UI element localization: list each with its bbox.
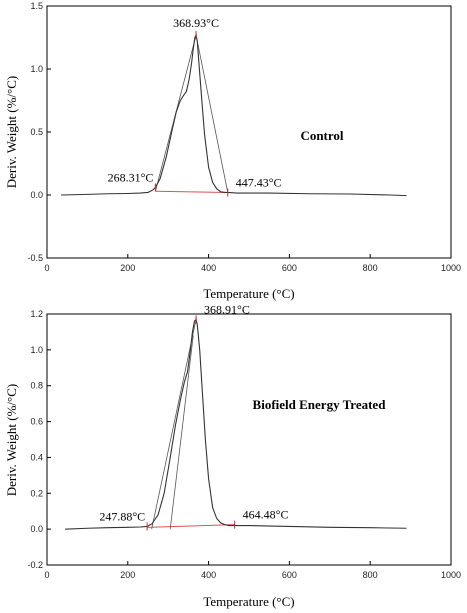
annotation-label: 247.88°C xyxy=(99,509,145,523)
tangent-line xyxy=(169,335,194,530)
y-tick-label: 0.4 xyxy=(30,452,43,462)
y-tick-label: 1.5 xyxy=(30,1,43,11)
x-tick-label: 200 xyxy=(120,263,135,273)
plot-frame xyxy=(46,313,452,566)
baseline-line xyxy=(155,190,228,193)
y-ticks: -0.5 0.0 0.5 1.0 1.5 xyxy=(27,1,51,263)
annotation-label: 368.91°C xyxy=(204,302,250,316)
x-axis-title: Temperature (°C) xyxy=(203,286,294,301)
y-ticks: -0.2 0.0 0.2 0.4 0.6 0.8 1.0 1.2 xyxy=(27,309,51,570)
x-tick-label: 800 xyxy=(363,570,378,580)
y-tick-label: 0.8 xyxy=(30,381,43,391)
x-tick-label: 1000 xyxy=(441,263,461,273)
panel-label: Biofield Energy Treated xyxy=(253,397,387,412)
x-tick-label: 0 xyxy=(44,263,49,273)
tangent-line xyxy=(151,317,197,530)
annotation-label: 447.43°C xyxy=(236,175,282,189)
baseline-line xyxy=(147,524,235,528)
y-tick-label: 1.0 xyxy=(30,345,43,355)
plot-frame xyxy=(46,5,452,259)
y-tick-label: 0.2 xyxy=(30,488,43,498)
y-tick-label: -0.2 xyxy=(27,560,43,570)
x-tick-label: 200 xyxy=(120,570,135,580)
dtg-series-line xyxy=(65,318,407,530)
panel-label: Control xyxy=(300,128,343,143)
x-tick-label: 400 xyxy=(201,570,216,580)
y-tick-label: 1.2 xyxy=(30,309,43,319)
tangent-line xyxy=(195,34,229,193)
plot-marks: 368.93°C 268.31°C 447.43°C xyxy=(61,16,407,197)
x-axis-title: Temperature (°C) xyxy=(203,594,294,609)
chart-panel-treated: 0 200 400 600 800 1000 -0.2 0.0 0.2 0.4 0.6 0.8 1.0… xyxy=(4,302,461,609)
chart-panel-control: 0 200 400 600 800 1000 -0.5 0.0 0.5 1.0 1.5 368.9… xyxy=(4,1,461,301)
y-tick-label: 0.6 xyxy=(30,417,43,427)
y-tick-label: -0.5 xyxy=(27,253,43,263)
y-tick-label: 0.5 xyxy=(30,127,43,137)
plot-marks: 368.91°C 247.88°C 464.48°C xyxy=(65,302,407,531)
x-tick-label: 1000 xyxy=(441,570,461,580)
x-tick-label: 0 xyxy=(44,570,49,580)
y-tick-label: 1.0 xyxy=(30,64,43,74)
y-axis-title: Deriv. Weight (%/°C) xyxy=(4,76,19,188)
annotation-label: 368.93°C xyxy=(173,16,219,30)
x-tick-label: 800 xyxy=(363,263,378,273)
x-ticks: 0 200 400 600 800 1000 xyxy=(44,254,461,273)
x-tick-label: 400 xyxy=(201,263,216,273)
dtg-series-line xyxy=(61,33,407,197)
y-axis-title: Deriv. Weight (%/°C) xyxy=(4,384,19,496)
x-ticks: 0 200 400 600 800 1000 xyxy=(44,561,461,580)
x-tick-label: 600 xyxy=(282,263,297,273)
y-tick-label: 0.0 xyxy=(30,524,43,534)
y-tick-label: 0.0 xyxy=(30,190,43,200)
annotation-label: 268.31°C xyxy=(108,170,154,184)
annotation-label: 464.48°C xyxy=(243,508,289,522)
x-tick-label: 600 xyxy=(282,570,297,580)
